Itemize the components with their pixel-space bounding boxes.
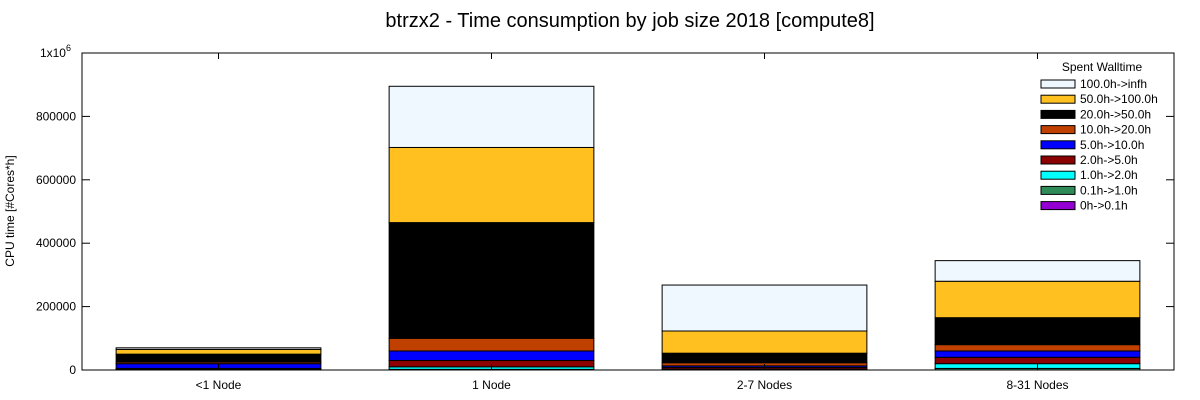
legend-label: 50.0h->100.0h — [1080, 92, 1158, 106]
bar-segment — [661, 330, 868, 354]
legend-label: 100.0h->infh — [1080, 77, 1147, 91]
legend-swatch — [1040, 140, 1076, 150]
legend-label: 5.0h->10.0h — [1080, 138, 1144, 152]
chart-title: btrzx2 - Time consumption by job size 20… — [385, 10, 875, 32]
bars-layer — [115, 85, 1141, 371]
bar-segment — [388, 146, 595, 224]
legend-label: 2.0h->5.0h — [1080, 153, 1138, 167]
legend-label: 10.0h->20.0h — [1080, 123, 1151, 137]
legend-swatch — [1040, 185, 1076, 195]
bar-segment — [934, 317, 1141, 346]
y-tick-label: 600000 — [36, 173, 76, 187]
legend-label: 0h->0.1h — [1080, 199, 1128, 213]
y-tick-label: 400000 — [36, 236, 76, 250]
bar-segment — [388, 350, 595, 361]
legend-label: 20.0h->50.0h — [1080, 107, 1151, 121]
x-tick-label: 2-7 Nodes — [737, 378, 792, 392]
legend-swatch — [1040, 125, 1076, 135]
bar-segment — [115, 348, 322, 355]
x-tick-label: 1 Node — [472, 378, 511, 392]
bar-segment — [115, 353, 322, 363]
bar-segment — [115, 347, 322, 350]
bar-segment — [661, 284, 868, 332]
y-axis-label: CPU time [#Cores*h] — [3, 155, 17, 266]
bar-segment — [934, 350, 1141, 358]
x-tick-label: <1 Node — [196, 378, 242, 392]
y-tick-label: 800000 — [36, 109, 76, 123]
y-tick-label: 0 — [69, 363, 76, 377]
bar-segment — [388, 85, 595, 148]
legend-label: 1.0h->2.0h — [1080, 168, 1138, 182]
legend-title: Spent Walltime — [1062, 60, 1143, 74]
legend-swatch — [1040, 79, 1076, 89]
legend: Spent Walltime100.0h->infh50.0h->100.0h2… — [1040, 60, 1158, 213]
legend-swatch — [1040, 170, 1076, 180]
legend-swatch — [1040, 201, 1076, 211]
y-tick-exponent: 6 — [66, 43, 71, 53]
bar-segment — [934, 280, 1141, 319]
legend-label: 0.1h->1.0h — [1080, 183, 1138, 197]
x-tick-label: 8-31 Nodes — [1006, 378, 1068, 392]
legend-swatch — [1040, 109, 1076, 119]
y-axis: 0 200000 400000 600000 800000 1x106 — [36, 43, 1174, 377]
bar-segment — [934, 260, 1141, 282]
bar-segment — [388, 222, 595, 339]
plot-frame — [81, 52, 1175, 371]
legend-swatch — [1040, 94, 1076, 104]
x-axis: <1 Node 1 Node 2-7 Nodes 8-31 Nodes — [196, 53, 1069, 392]
bar-segment — [388, 337, 595, 352]
y-tick-label: 200000 — [36, 300, 76, 314]
bar-segment — [934, 356, 1141, 365]
bar-segment — [661, 352, 868, 364]
bar-segment — [934, 344, 1141, 352]
y-tick-label: 1x106 — [40, 43, 71, 60]
legend-swatch — [1040, 155, 1076, 165]
